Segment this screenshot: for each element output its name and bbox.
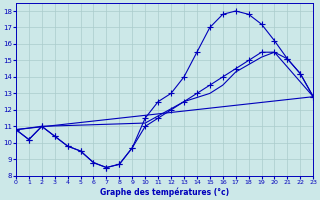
X-axis label: Graphe des températures (°c): Graphe des températures (°c)	[100, 188, 229, 197]
